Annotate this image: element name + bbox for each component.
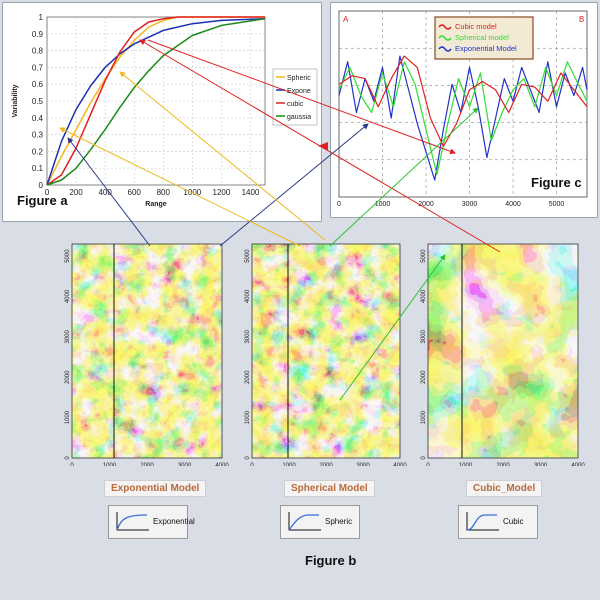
map-x-tick: 4000 — [215, 463, 229, 466]
map-surface-spherical — [252, 244, 400, 458]
map-y-tick: 1000 — [245, 410, 251, 424]
kriging-maps: 0 1000 2000 3000 4000 0 1000 2000 3000 4000 5000 0 1… — [65, 243, 585, 466]
variogram-chart: 0 0.1 0.2 0.3 0.4 0.5 0.6 0.7 0.8 0.9 1 0 200 400 600 8… — [12, 13, 318, 208]
x-tick-label: 4000 — [505, 201, 521, 208]
figure-c-label: Figure c — [531, 175, 582, 190]
map-y-tick: 0 — [245, 456, 251, 460]
figure-c-panel: 0 1000 2000 3000 4000 5000 A B Cubic model Spheri… — [330, 2, 598, 218]
map-y-tick: 5000 — [421, 249, 427, 263]
figure-a-label: Figure a — [17, 193, 68, 208]
map-y-tick: 3000 — [421, 330, 427, 344]
map-x-tick: 4000 — [571, 463, 585, 466]
map-y-tick: 0 — [65, 456, 71, 460]
map-y-tick: 0 — [421, 456, 427, 460]
map-y-tick: 5000 — [245, 249, 251, 263]
y-tick-label: 0.1 — [32, 164, 44, 173]
x-tick-label: 5000 — [549, 201, 565, 208]
map-x-tick: 1000 — [103, 463, 117, 466]
y-tick-label: 0.6 — [32, 80, 44, 89]
map-x-tick: 0 — [250, 463, 254, 466]
map-y-tick: 4000 — [65, 289, 71, 303]
map-x-tick: 3000 — [356, 463, 370, 466]
y-tick-label: 0.7 — [32, 63, 44, 72]
x-tick-label: 200 — [69, 188, 83, 197]
icon-label-cubic: Cubic — [503, 517, 524, 526]
map-x-tick: 1000 — [282, 463, 296, 466]
map-y-tick: 3000 — [65, 330, 71, 344]
x-tick-label: 1000 — [183, 188, 201, 197]
x-tick-label: 1400 — [242, 188, 260, 197]
x-tick-label: 400 — [98, 188, 112, 197]
map-x-tick: 3000 — [534, 463, 548, 466]
legend-entry: Expone — [287, 88, 311, 95]
x-tick-label: 0 — [45, 188, 50, 197]
map-y-tick: 1000 — [421, 410, 427, 424]
x-tick-label: 1200 — [213, 188, 231, 197]
y-tick-label: 0 — [39, 181, 44, 190]
map-surface-exponential — [72, 244, 222, 458]
map-y-tick: 4000 — [245, 289, 251, 303]
map-y-tick: 3000 — [245, 330, 251, 344]
y-tick-label: 1 — [39, 13, 44, 22]
map-y-tick: 4000 — [421, 289, 427, 303]
cubic-curve-icon — [466, 512, 499, 531]
map-x-tick: 2000 — [140, 463, 154, 466]
map-x-tick: 0 — [70, 463, 74, 466]
icon-label-exponential: Exponential — [153, 517, 195, 526]
map-x-tick: 2000 — [319, 463, 333, 466]
map-title-spherical: Spherical Model — [284, 480, 375, 497]
x-tick-label: 600 — [128, 188, 142, 197]
legend-entry: Exponential Model — [455, 44, 517, 53]
map-surface-cubic — [428, 244, 578, 458]
map-y-tick: 2000 — [65, 370, 71, 384]
model-icon-exponential: Exponential — [108, 505, 195, 539]
y-tick-label: 0.2 — [32, 147, 44, 156]
legend-swatch — [438, 24, 452, 30]
map-title-cubic: Cubic_Model — [466, 480, 543, 497]
y-tick-label: 0.8 — [32, 47, 44, 56]
legend-entry: gaussia — [287, 114, 311, 121]
legend-entry: Spherical model — [455, 33, 509, 42]
map-y-tick: 2000 — [421, 370, 427, 384]
map-y-tick: 5000 — [65, 249, 71, 263]
legend-entry: Cubic model — [455, 22, 497, 31]
map-y-tick: 2000 — [245, 370, 251, 384]
x-tick-label: 2000 — [418, 201, 434, 208]
x-tick-label: 0 — [337, 201, 341, 208]
y-tick-label: 0.5 — [32, 97, 44, 106]
map-x-tick: 4000 — [393, 463, 407, 466]
map-x-tick: 1000 — [459, 463, 473, 466]
y-axis-label: Variability — [12, 84, 19, 117]
model-icon-cubic: Cubic — [458, 505, 538, 539]
map-x-tick: 2000 — [496, 463, 510, 466]
map-x-tick: 0 — [426, 463, 430, 466]
y-tick-label: 0.3 — [32, 131, 44, 140]
corner-label-b: B — [579, 15, 584, 24]
corner-label-a: A — [343, 15, 349, 24]
icon-label-spherical: Spheric — [325, 517, 353, 526]
figure-b-label: Figure b — [305, 553, 357, 568]
exponential-curve-icon — [116, 512, 149, 531]
x-axis-label: Range — [145, 201, 167, 208]
model-icon-spherical: Spheric — [280, 505, 360, 539]
map-x-tick: 3000 — [178, 463, 192, 466]
map-y-tick: 1000 — [65, 410, 71, 424]
x-tick-label: 800 — [157, 188, 171, 197]
y-tick-label: 0.9 — [32, 30, 44, 39]
spherical-curve-icon — [288, 512, 321, 531]
y-tick-label: 0.4 — [32, 114, 44, 123]
map-title-exponential: Exponential Model — [104, 480, 207, 497]
series-line-expone — [46, 17, 266, 186]
legend-entry: cubic — [287, 101, 304, 108]
x-tick-label: 3000 — [462, 201, 478, 208]
x-tick-label: 1000 — [375, 201, 391, 208]
figure-a-panel: 0 0.1 0.2 0.3 0.4 0.5 0.6 0.7 0.8 0.9 1 0 200 400 600 8… — [2, 2, 322, 222]
legend-entry: Spheric — [287, 75, 311, 82]
